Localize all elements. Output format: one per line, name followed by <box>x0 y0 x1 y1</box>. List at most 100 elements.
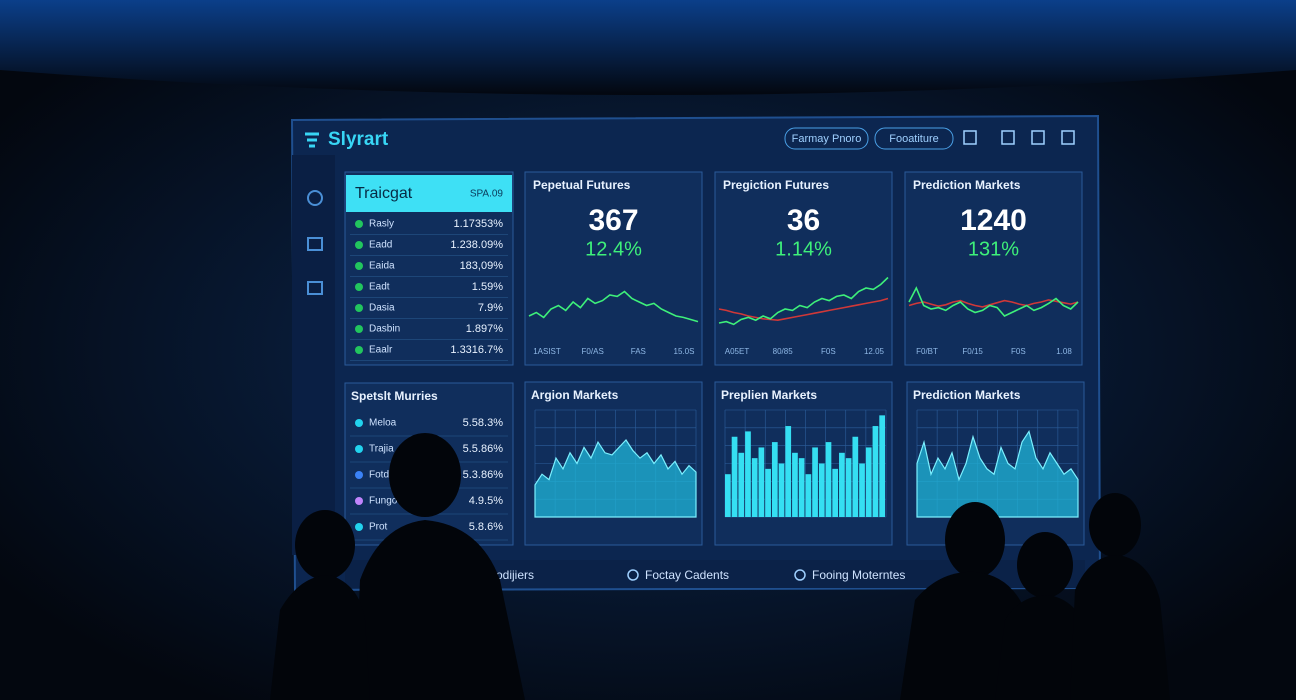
overlay-line <box>718 297 889 322</box>
footer-item[interactable]: Fooing Moterntes <box>812 568 905 582</box>
panel-value: 1240 <box>960 204 1027 237</box>
list-title: Spetslt Murries <box>351 389 438 403</box>
row-value: 5.5.86% <box>463 443 504 455</box>
bar <box>825 442 832 517</box>
x-label: F0S <box>821 347 836 356</box>
panel-title: Prediction Markets <box>913 388 1021 402</box>
panel <box>524 171 703 366</box>
row-dot <box>355 241 363 249</box>
bar <box>839 452 845 517</box>
list-title: Traicgat <box>355 185 413 202</box>
row-dot <box>355 262 363 270</box>
row-value: 1.3316.7% <box>450 344 503 356</box>
row-value: 5.3.86% <box>463 469 504 481</box>
row-value: 7.9% <box>478 302 503 314</box>
panel-change: 131% <box>968 238 1019 260</box>
bar <box>738 452 745 517</box>
price-line <box>528 290 699 323</box>
footer-item[interactable]: Foctay Cadents <box>645 568 729 582</box>
list-header-value: SPA.09 <box>470 189 504 200</box>
x-label: 1ASIST <box>533 347 561 356</box>
bar <box>879 415 885 517</box>
row-value: 5.8.6% <box>469 521 503 533</box>
row-name: Eadd <box>369 240 392 251</box>
sidebar-icon[interactable] <box>307 190 323 206</box>
person-head <box>1017 532 1073 598</box>
x-label: F0/BT <box>916 347 938 356</box>
header-icon[interactable] <box>963 130 977 145</box>
panel <box>714 171 893 366</box>
bar <box>771 442 778 517</box>
footer-icon <box>627 569 639 581</box>
x-label: 15.0S <box>674 347 695 356</box>
silhouettes <box>270 433 1170 700</box>
area <box>916 429 1079 518</box>
row-name: Dasia <box>369 303 395 314</box>
row-dot <box>355 220 363 228</box>
panel-value: 367 <box>588 204 638 237</box>
panel-value: 36 <box>787 204 820 237</box>
panel <box>904 171 1083 366</box>
panel-change: 12.4% <box>585 238 642 260</box>
row-value: 1.59% <box>472 281 503 293</box>
bar <box>852 436 859 517</box>
row-name: Meloa <box>369 418 397 429</box>
x-label: 1.08 <box>1056 347 1072 356</box>
header-icon[interactable] <box>1001 130 1015 145</box>
header-icon[interactable] <box>1031 130 1045 145</box>
row-name: Trajia <box>369 444 394 455</box>
x-label: 80/85 <box>773 347 794 356</box>
bar <box>832 468 839 517</box>
bar <box>798 458 805 517</box>
x-label: FAS <box>631 347 646 356</box>
person-head <box>295 510 355 580</box>
bar <box>865 447 872 517</box>
row-dot <box>355 325 363 333</box>
bar <box>845 458 852 517</box>
header-button-label[interactable]: Fooatiture <box>889 133 939 145</box>
row-value: 5.58.3% <box>463 417 504 429</box>
row-dot <box>355 497 363 505</box>
person-head <box>389 433 461 517</box>
panel-title: Prediction Markets <box>913 178 1021 192</box>
x-label: F0/AS <box>582 347 604 356</box>
bar <box>818 463 825 517</box>
bar <box>731 436 738 517</box>
price-line <box>908 286 1079 317</box>
bar <box>758 447 765 517</box>
bar <box>812 447 818 517</box>
bar <box>859 463 865 517</box>
header-button[interactable] <box>784 127 869 150</box>
person-body <box>270 575 370 700</box>
bar <box>778 463 785 517</box>
row-value: 1.897% <box>466 323 504 335</box>
ceiling <box>0 0 1296 95</box>
row-dot <box>355 445 363 453</box>
row-value: 4.9.5% <box>469 495 503 507</box>
header-icon[interactable] <box>1061 130 1075 145</box>
row-dot <box>355 304 363 312</box>
person-head <box>1089 493 1141 557</box>
header-button-label[interactable]: Farmay Pnoro <box>792 133 862 145</box>
row-name: Eadt <box>369 282 390 293</box>
row-dot <box>355 471 363 479</box>
sidebar-icon[interactable] <box>307 281 323 295</box>
row-name: Eaalr <box>369 345 393 356</box>
person-body <box>1070 555 1170 700</box>
bar <box>765 468 771 517</box>
x-label: F0S <box>1011 347 1026 356</box>
bar <box>745 431 751 517</box>
row-name: Rasly <box>369 219 394 230</box>
row-dot <box>355 419 363 427</box>
bar <box>785 426 792 517</box>
row-name: Prot <box>369 522 388 533</box>
panel-title: Pregiction Futures <box>723 178 829 192</box>
panel-change: 1.14% <box>775 238 832 260</box>
x-label: A05ET <box>725 347 750 356</box>
row-dot <box>355 346 363 354</box>
header-button[interactable] <box>874 127 954 150</box>
sidebar-icon[interactable] <box>307 237 323 251</box>
bar <box>872 426 879 517</box>
bar <box>792 452 798 517</box>
